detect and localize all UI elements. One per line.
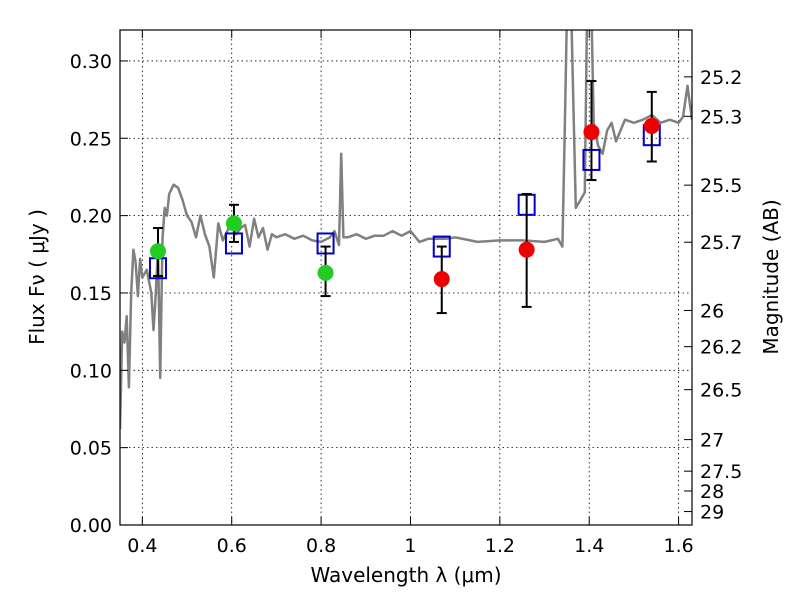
y-tick-label: 0.00 [70,515,112,537]
data-point [225,215,242,232]
y-axis-label-left: Flux Fν ( μJy ) [25,209,49,345]
model-spectrum-line [120,30,692,430]
magnitude-tick-label: 26.2 [700,337,742,359]
y-tick-label: 0.10 [70,360,112,382]
y-tick-label: 0.15 [70,283,112,305]
magnitude-tick-label: 25.2 [700,67,742,89]
x-tick-label: 1.2 [485,535,515,557]
magnitude-tick-label: 25.3 [700,106,742,128]
magnitude-tick-label: 28 [700,481,724,503]
y-tick-label: 0.30 [70,51,112,73]
magnitude-tick-label: 25.5 [700,175,742,197]
data-point [433,271,450,288]
x-tick-label: 1.4 [574,535,604,557]
magnitude-tick-label: 29 [700,502,724,524]
y-axis-label-right: Magnitude (AB) [759,199,783,354]
x-tick-label: 0.8 [306,535,336,557]
data-point [149,243,166,260]
x-tick-label: 0.4 [127,535,157,557]
x-tick-label: 0.6 [217,535,247,557]
grid [120,30,692,526]
plot-frame [119,29,693,526]
x-axis-label: Wavelength λ (μm) [310,563,501,587]
data-point [643,117,660,134]
y-tick-label: 0.20 [70,206,112,228]
data-point [518,241,535,258]
y-tick-label: 0.25 [70,128,112,150]
y-tick-label: 0.05 [70,438,112,460]
magnitude-tick-label: 27 [700,430,724,452]
data-point [317,264,334,281]
axes: 0.4 0.6 0.8 1 1.2 1.4 1.6 0.00 0.05 0.10 0.15 0.20 0… [70,30,742,557]
x-tick-label: 1 [404,535,416,557]
magnitude-tick-label: 26 [700,300,724,322]
plot-area [120,30,692,430]
data-point [583,124,600,141]
magnitude-tick-label: 27.5 [700,461,742,483]
magnitude-tick-label: 25.7 [700,232,742,254]
magnitude-tick-label: 26.5 [700,380,742,402]
x-tick-label: 1.6 [663,535,693,557]
